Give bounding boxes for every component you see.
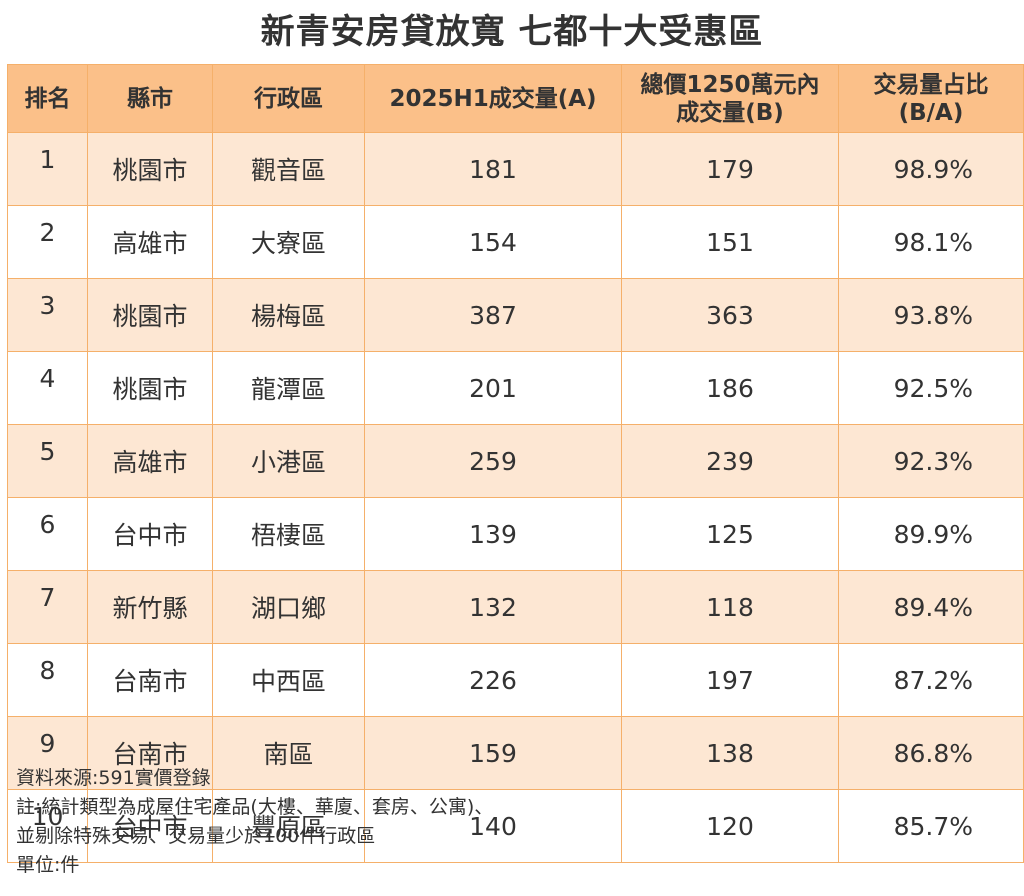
cell-volume-b: 179	[621, 132, 839, 206]
table-row: 4 桃園市 龍潭區 201 186 92.5%	[7, 351, 1024, 425]
cell-volume-b: 151	[621, 205, 839, 279]
header-rank: 排名	[7, 64, 88, 133]
page-title: 新青安房貸放寬 七都十大受惠區	[260, 12, 764, 52]
cell-volume-a: 201	[364, 351, 622, 425]
cell-volume-a: 387	[364, 278, 622, 352]
ranking-table: 排名 縣市 行政區 2025H1成交量(A) 總價1250萬元內 成交量(B) …	[7, 64, 1024, 863]
cell-city: 桃園市	[87, 132, 213, 206]
cell-district: 大寮區	[212, 205, 365, 279]
cell-share: 98.1%	[838, 205, 1024, 279]
cell-share: 92.5%	[838, 351, 1024, 425]
cell-rank: 8	[7, 643, 88, 717]
cell-share: 86.8%	[838, 716, 1024, 790]
cell-share: 92.3%	[838, 424, 1024, 498]
cell-volume-b: 118	[621, 570, 839, 644]
header-volume-b-line2: 成交量(B)	[676, 99, 784, 126]
table-row: 1 桃園市 觀音區 181 179 98.9%	[7, 132, 1024, 206]
table-row: 3 桃園市 楊梅區 387 363 93.8%	[7, 278, 1024, 352]
cell-city: 高雄市	[87, 424, 213, 498]
cell-share: 89.9%	[838, 497, 1024, 571]
cell-share: 98.9%	[838, 132, 1024, 206]
cell-volume-a: 226	[364, 643, 622, 717]
table-row: 10 台中市 豐原區 140 120 85.7%	[7, 789, 1024, 863]
footnotes: 資料來源:591實價登錄 註:統計類型為成屋住宅產品(大樓、華廈、套房、公寓)、…	[16, 764, 1006, 880]
table-row: 8 台南市 中西區 226 197 87.2%	[7, 643, 1024, 717]
cell-city: 桃園市	[87, 278, 213, 352]
cell-district: 梧棲區	[212, 497, 365, 571]
table-row: 7 新竹縣 湖口鄉 132 118 89.4%	[7, 570, 1024, 644]
cell-volume-a: 181	[364, 132, 622, 206]
header-share: 交易量占比 (B/A)	[838, 64, 1024, 133]
cell-volume-a: 140	[364, 789, 622, 863]
cell-volume-b: 125	[621, 497, 839, 571]
table-body: 1 桃園市 觀音區 181 179 98.9% 2 高雄市 大寮區 154 151 98.1% 3 桃園市…	[7, 132, 1024, 863]
table-row: 6 台中市 梧棲區 139 125 89.9%	[7, 497, 1024, 571]
header-volume-b: 總價1250萬元內 成交量(B)	[621, 64, 839, 133]
header-volume-a: 2025H1成交量(A)	[364, 64, 622, 133]
cell-share: 87.2%	[838, 643, 1024, 717]
cell-rank: 10	[7, 789, 88, 863]
cell-volume-b: 138	[621, 716, 839, 790]
cell-district: 觀音區	[212, 132, 365, 206]
table-header-row: 排名 縣市 行政區 2025H1成交量(A) 總價1250萬元內 成交量(B) …	[7, 64, 1024, 133]
cell-district: 中西區	[212, 643, 365, 717]
cell-district: 豐原區	[212, 789, 365, 863]
cell-rank: 1	[7, 132, 88, 206]
cell-city: 高雄市	[87, 205, 213, 279]
header-city: 縣市	[87, 64, 213, 133]
cell-volume-a: 139	[364, 497, 622, 571]
unit-note: 單位:件	[16, 854, 80, 876]
cell-volume-b: 197	[621, 643, 839, 717]
note-line-2: 並剔除特殊交易、交易量少於100件行政區	[16, 825, 376, 847]
header-district: 行政區	[212, 64, 365, 133]
cell-rank: 5	[7, 424, 88, 498]
table-row: 5 高雄市 小港區 259 239 92.3%	[7, 424, 1024, 498]
cell-district: 小港區	[212, 424, 365, 498]
cell-volume-b: 239	[621, 424, 839, 498]
cell-volume-a: 259	[364, 424, 622, 498]
cell-city: 台中市	[87, 497, 213, 571]
cell-district: 楊梅區	[212, 278, 365, 352]
cell-share: 85.7%	[838, 789, 1024, 863]
cell-rank: 2	[7, 205, 88, 279]
cell-city: 台南市	[87, 643, 213, 717]
cell-rank: 7	[7, 570, 88, 644]
cell-volume-a: 132	[364, 570, 622, 644]
table-row: 9 台南市 南區 159 138 86.8%	[7, 716, 1024, 790]
source-note: 資料來源:591實價登錄	[16, 767, 211, 789]
cell-volume-b: 363	[621, 278, 839, 352]
cell-share: 93.8%	[838, 278, 1024, 352]
cell-rank: 9	[7, 716, 88, 790]
cell-volume-b: 120	[621, 789, 839, 863]
header-share-line1: 交易量占比	[873, 71, 989, 98]
cell-rank: 6	[7, 497, 88, 571]
cell-rank: 4	[7, 351, 88, 425]
note-line-1: 註:統計類型為成屋住宅產品(大樓、華廈、套房、公寓)、	[16, 796, 494, 818]
cell-city: 桃園市	[87, 351, 213, 425]
cell-share: 89.4%	[838, 570, 1024, 644]
cell-volume-b: 186	[621, 351, 839, 425]
cell-district: 龍潭區	[212, 351, 365, 425]
cell-rank: 3	[7, 278, 88, 352]
cell-city: 新竹縣	[87, 570, 213, 644]
cell-volume-a: 154	[364, 205, 622, 279]
cell-district: 湖口鄉	[212, 570, 365, 644]
cell-volume-a: 159	[364, 716, 622, 790]
header-volume-b-line1: 總價1250萬元內	[640, 71, 820, 98]
table-row: 2 高雄市 大寮區 154 151 98.1%	[7, 205, 1024, 279]
header-share-line2: (B/A)	[898, 99, 964, 126]
